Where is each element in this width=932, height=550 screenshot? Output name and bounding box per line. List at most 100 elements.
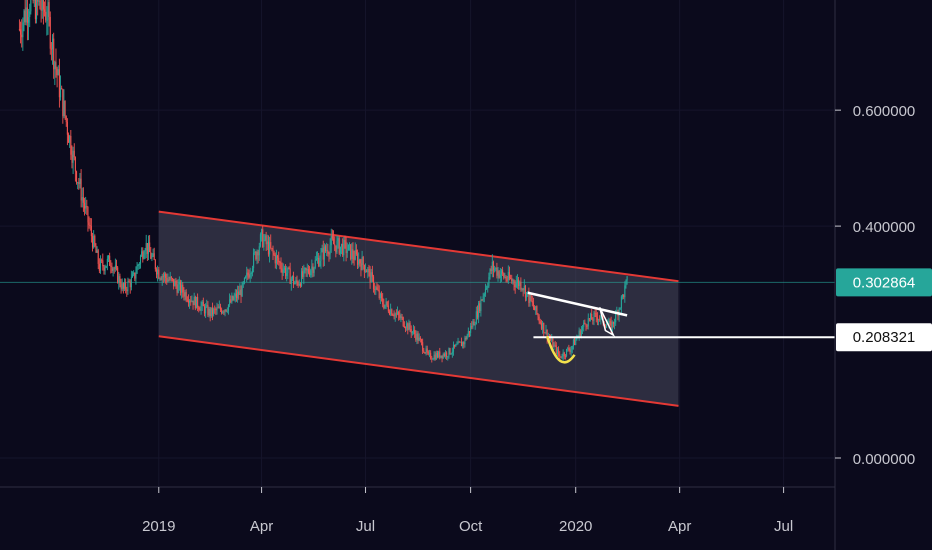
candle-body bbox=[187, 300, 190, 303]
candle-body bbox=[360, 263, 362, 270]
candle-body bbox=[343, 240, 345, 256]
candle-body bbox=[34, 0, 36, 20]
candle-body bbox=[431, 358, 433, 360]
candle-body bbox=[463, 342, 465, 345]
candle-body bbox=[364, 270, 367, 272]
candle-body bbox=[290, 278, 292, 284]
candle-body bbox=[233, 296, 235, 301]
candle-body bbox=[387, 305, 389, 312]
candle-body bbox=[217, 307, 219, 309]
candle-body bbox=[149, 242, 151, 253]
candle-body bbox=[472, 321, 474, 328]
candle-body bbox=[245, 276, 247, 278]
candle-body bbox=[588, 318, 590, 320]
candle-body bbox=[372, 276, 375, 290]
candle-body bbox=[605, 324, 608, 328]
candle-body bbox=[551, 338, 553, 341]
candle-body bbox=[219, 306, 222, 310]
candle-body bbox=[399, 315, 401, 319]
candle-body bbox=[497, 271, 499, 276]
channel-upper-line[interactable] bbox=[158, 210, 679, 283]
candle-body bbox=[205, 306, 207, 314]
candle-body bbox=[171, 278, 174, 280]
candle-body bbox=[72, 150, 74, 163]
candle-body bbox=[612, 321, 614, 324]
candle-body bbox=[350, 244, 352, 260]
candle-body bbox=[419, 337, 421, 340]
candle-body bbox=[537, 313, 539, 317]
candle-body bbox=[281, 268, 283, 273]
candle-body bbox=[608, 321, 610, 325]
candle-body bbox=[474, 324, 476, 326]
candle-body bbox=[486, 287, 488, 289]
candle-body bbox=[462, 342, 464, 347]
candle-body bbox=[48, 2, 50, 17]
candle-body bbox=[338, 238, 340, 254]
candle-body bbox=[122, 283, 124, 289]
candle-body bbox=[287, 267, 289, 273]
candle-body bbox=[529, 294, 531, 303]
candle-body bbox=[51, 38, 54, 49]
candle-body bbox=[152, 253, 154, 256]
candle-body bbox=[247, 272, 249, 275]
candle-body bbox=[394, 313, 396, 317]
candle-body bbox=[403, 325, 405, 328]
candle-body bbox=[625, 280, 627, 286]
candle-body bbox=[436, 353, 439, 358]
candle-body bbox=[556, 349, 558, 354]
candle-body bbox=[369, 269, 371, 283]
candle-body bbox=[411, 331, 413, 334]
candle-body bbox=[578, 330, 580, 337]
candle-body bbox=[98, 263, 100, 271]
candle-body bbox=[259, 234, 261, 247]
candle-body bbox=[43, 9, 46, 12]
candle-body bbox=[468, 331, 471, 333]
candle-body bbox=[266, 241, 268, 245]
candle-body bbox=[583, 322, 585, 327]
triangle-drawing[interactable] bbox=[598, 306, 616, 337]
candle-body bbox=[410, 329, 412, 334]
rounding-bottom-curve[interactable] bbox=[545, 335, 576, 364]
candle-body bbox=[275, 255, 277, 264]
candle-body bbox=[183, 292, 185, 297]
candle-body bbox=[221, 309, 223, 314]
candle-body bbox=[179, 281, 182, 293]
downtrend-line[interactable] bbox=[527, 291, 628, 317]
candle-body bbox=[342, 243, 344, 256]
candle-body bbox=[227, 304, 230, 311]
candle-body bbox=[133, 272, 135, 275]
candle-body bbox=[490, 269, 492, 272]
candle-body bbox=[412, 329, 415, 332]
candle-body bbox=[249, 273, 251, 278]
level-price-label: 0.208321 bbox=[853, 329, 916, 346]
channel-lower-line[interactable] bbox=[158, 335, 679, 407]
candle-body bbox=[488, 277, 490, 287]
candle-body bbox=[402, 317, 404, 326]
candle-body bbox=[128, 281, 130, 283]
candle-body bbox=[378, 290, 380, 299]
candle-body bbox=[146, 243, 148, 254]
candle-body bbox=[401, 316, 403, 318]
candle-body bbox=[483, 294, 485, 297]
candle-body bbox=[478, 303, 480, 318]
candle-body bbox=[75, 171, 78, 183]
candle-body bbox=[335, 245, 337, 253]
candle-body bbox=[229, 299, 231, 305]
candle-body bbox=[595, 312, 597, 318]
candle-body bbox=[77, 182, 79, 183]
candle-body bbox=[420, 339, 423, 343]
candle-body bbox=[129, 281, 131, 288]
candle-body bbox=[240, 289, 242, 297]
candle-body bbox=[406, 323, 408, 329]
candle-body bbox=[475, 311, 477, 325]
candle-body bbox=[489, 269, 491, 278]
candle-body bbox=[594, 312, 596, 314]
candle-body bbox=[67, 134, 70, 143]
candle-body bbox=[147, 242, 150, 254]
candle-body bbox=[231, 295, 233, 303]
candle-body bbox=[302, 271, 304, 277]
candle-body bbox=[388, 311, 391, 315]
candle-body bbox=[400, 316, 402, 319]
candle-body bbox=[540, 323, 542, 329]
